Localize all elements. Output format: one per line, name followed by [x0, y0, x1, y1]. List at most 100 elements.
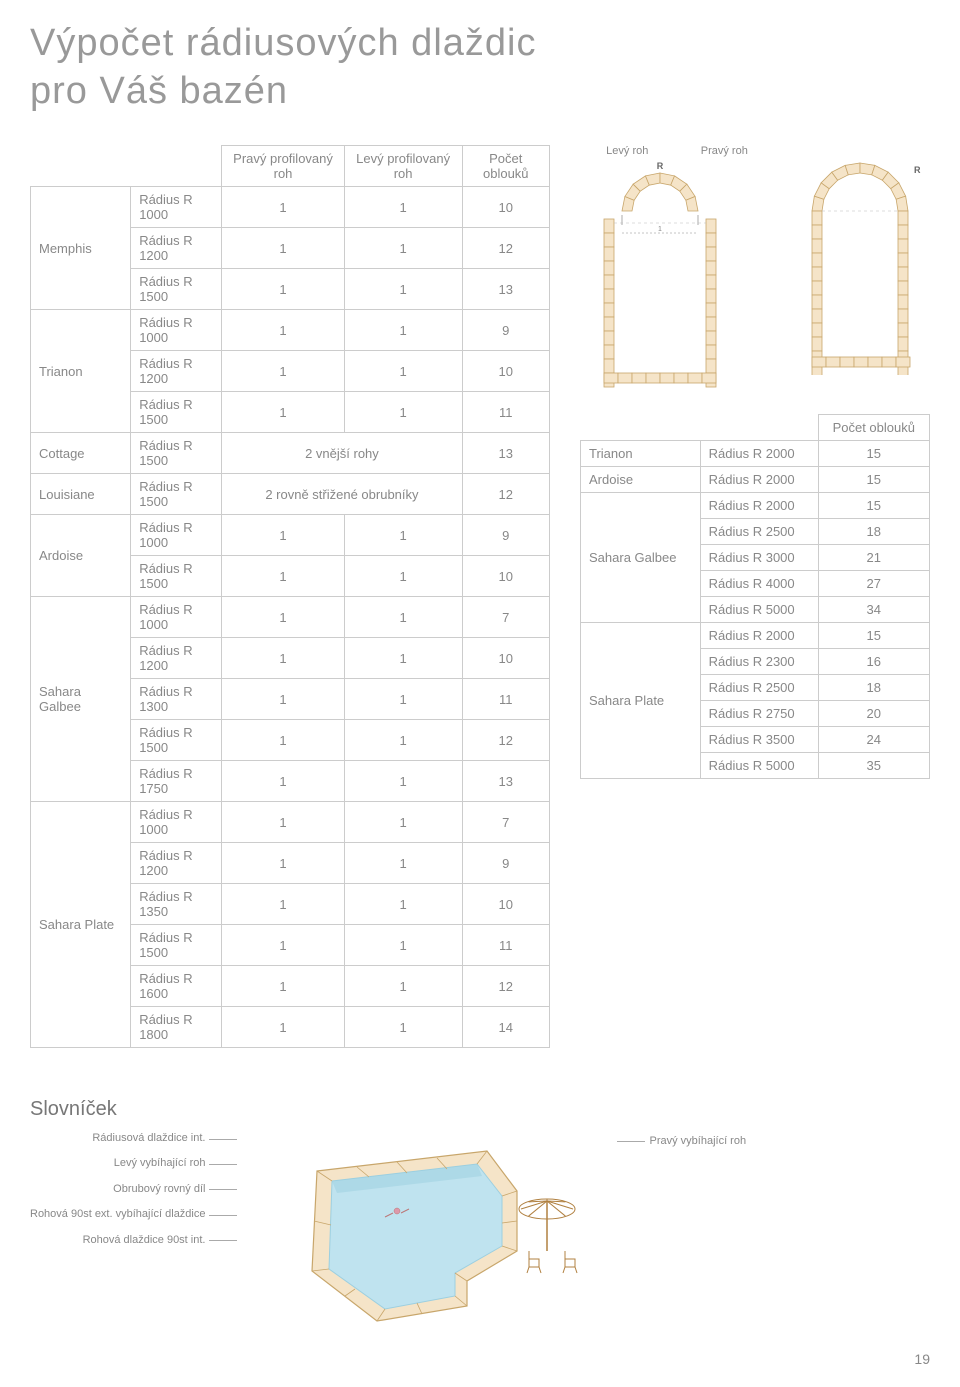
row-count: 11	[462, 925, 549, 966]
row-label: Rádius R 1350	[131, 884, 222, 925]
row-label: Rádius R 2000	[700, 441, 818, 467]
row-count: 21	[818, 545, 929, 571]
row-value: 1	[344, 228, 462, 269]
group-label: Trianon	[31, 310, 131, 433]
row-count: 16	[818, 649, 929, 675]
row-label: Rádius R 1000	[131, 597, 222, 638]
row-count: 12	[462, 720, 549, 761]
right-table: Počet oblouků TrianonRádius R 200015Ardo…	[580, 414, 930, 779]
glossary-label: Rohová dlaždice 90st int.	[30, 1233, 237, 1248]
row-count: 35	[818, 753, 929, 779]
row-label: Rádius R 1800	[131, 1007, 222, 1048]
row-count: 24	[818, 727, 929, 753]
label-right-corner: Pravý roh	[701, 145, 748, 157]
group-label: Louisiane	[31, 474, 131, 515]
row-count: 15	[818, 623, 929, 649]
row-value: 1	[344, 720, 462, 761]
row-count: 12	[462, 228, 549, 269]
group-label: Sahara Plate	[581, 623, 701, 779]
row-label: Rádius R 2000	[700, 467, 818, 493]
group-label: Memphis	[31, 187, 131, 310]
glossary-label-right: Pravý vybíhající roh	[617, 1135, 746, 1147]
row-value: 1	[222, 228, 344, 269]
page-number: 19	[30, 1351, 930, 1367]
row-count: 15	[818, 441, 929, 467]
row-label: Rádius R 1200	[131, 228, 222, 269]
group-label: Ardoise	[31, 515, 131, 597]
row-label: Rádius R 1000	[131, 310, 222, 351]
row-label: Rádius R 2000	[700, 623, 818, 649]
row-count: 20	[818, 701, 929, 727]
row-label: Rádius R 1500	[131, 433, 222, 474]
svg-text:1: 1	[658, 226, 662, 233]
row-count: 7	[462, 802, 549, 843]
group-label: Sahara Plate	[31, 802, 131, 1048]
row-value: 1	[344, 679, 462, 720]
row-count: 27	[818, 571, 929, 597]
group-label: Cottage	[31, 433, 131, 474]
row-value: 1	[222, 761, 344, 802]
row-value: 1	[344, 392, 462, 433]
row-value: 1	[344, 269, 462, 310]
row-label: Rádius R 1500	[131, 720, 222, 761]
row-value: 1	[344, 843, 462, 884]
row-count: 18	[818, 675, 929, 701]
row-value: 1	[222, 720, 344, 761]
row-label: Rádius R 1000	[131, 187, 222, 228]
glossary-label: Obrubový rovný díl	[30, 1182, 237, 1197]
row-count: 11	[462, 392, 549, 433]
row-label: Rádius R 1500	[131, 392, 222, 433]
row-value: 1	[344, 761, 462, 802]
col-arc-count-right: Počet oblouků	[818, 415, 929, 441]
row-value: 1	[222, 802, 344, 843]
diagram-rect-arc: R1	[580, 161, 740, 391]
row-value: 1	[222, 351, 344, 392]
row-value: 1	[222, 966, 344, 1007]
title-line1: Výpočet rádiusových dlaždic	[30, 22, 536, 64]
row-count: 12	[462, 966, 549, 1007]
row-value: 1	[344, 638, 462, 679]
diagram-arch: R	[790, 145, 930, 375]
row-count: 10	[462, 638, 549, 679]
glossary-diagram: Rádiusová dlaždice int.Levý vybíhající r…	[30, 1131, 930, 1331]
row-count: 10	[462, 187, 549, 228]
row-count: 34	[818, 597, 929, 623]
row-label: Rádius R 1200	[131, 843, 222, 884]
row-count: 13	[462, 761, 549, 802]
group-label: Sahara Galbee	[581, 493, 701, 623]
row-value: 1	[344, 802, 462, 843]
row-value: 1	[344, 966, 462, 1007]
row-value: 1	[344, 310, 462, 351]
row-label: Rádius R 5000	[700, 753, 818, 779]
row-label: Rádius R 2000	[700, 493, 818, 519]
row-label: Rádius R 1000	[131, 802, 222, 843]
row-value: 1	[344, 351, 462, 392]
left-table: Pravý profilovaný roh Levý profilovaný r…	[30, 145, 550, 1048]
svg-text:R: R	[657, 161, 664, 171]
row-value: 1	[222, 269, 344, 310]
col-arc-count: Počet oblouků	[462, 146, 549, 187]
col-left-profile: Levý profilovaný roh	[344, 146, 462, 187]
row-span2: 2 vnější rohy	[222, 433, 462, 474]
group-label: Ardoise	[581, 467, 701, 493]
pool-diagrams: Levý roh Pravý roh R1 R	[580, 145, 930, 396]
title-line2: pro Váš bazén	[30, 70, 288, 112]
row-label: Rádius R 1000	[131, 515, 222, 556]
row-label: Rádius R 1200	[131, 638, 222, 679]
row-count: 9	[462, 310, 549, 351]
col-right-profile: Pravý profilovaný roh	[222, 146, 344, 187]
row-count: 9	[462, 515, 549, 556]
row-count: 10	[462, 556, 549, 597]
row-value: 1	[222, 925, 344, 966]
row-label: Rádius R 2500	[700, 519, 818, 545]
label-left-corner: Levý roh	[606, 145, 648, 157]
glossary-heading: Slovníček	[30, 1098, 930, 1121]
row-label: Rádius R 2500	[700, 675, 818, 701]
row-value: 1	[344, 597, 462, 638]
row-label: Rádius R 1500	[131, 474, 222, 515]
row-label: Rádius R 2750	[700, 701, 818, 727]
row-count: 10	[462, 884, 549, 925]
row-count: 18	[818, 519, 929, 545]
row-count: 9	[462, 843, 549, 884]
row-count: 15	[818, 467, 929, 493]
